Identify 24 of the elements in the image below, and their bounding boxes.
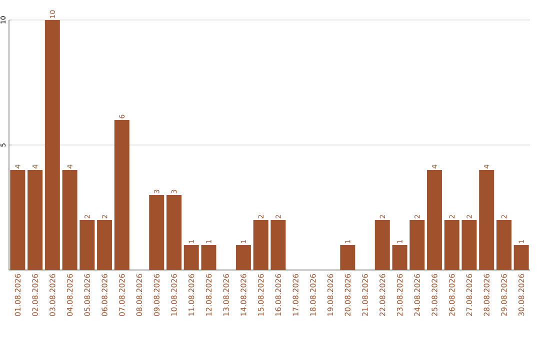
bar [201,245,216,270]
bar [479,170,494,270]
bar [253,220,268,270]
bar [44,20,60,270]
bar [236,245,251,270]
bar [80,220,95,270]
bar [184,245,199,270]
bar [10,170,26,270]
bar [426,170,442,270]
bar [166,195,182,270]
bar [410,220,425,270]
bar [514,245,529,270]
bar [496,220,512,270]
bar [149,195,164,270]
bar [97,220,112,270]
bar [392,245,408,270]
bar [270,220,286,270]
bar [462,220,477,270]
bar [340,245,356,270]
bar [444,220,460,270]
bar [62,170,78,270]
bar [114,120,130,270]
bar [28,170,43,270]
bar [374,220,390,270]
